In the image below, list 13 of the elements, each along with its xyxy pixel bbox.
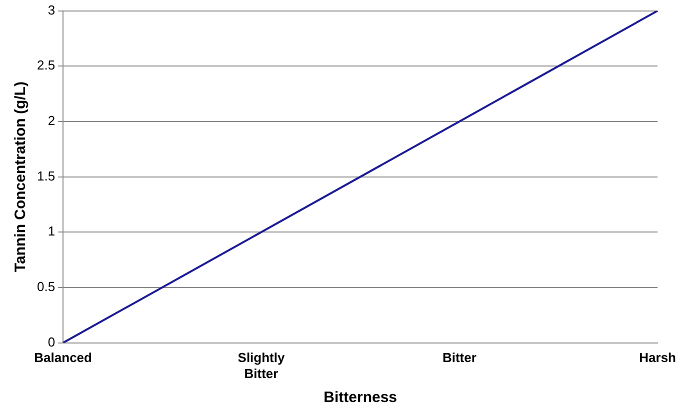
x-tick-label: Harsh [639, 350, 676, 366]
x-tick-label: Slightly Bitter [238, 350, 286, 381]
y-tick-label: 1.5 [36, 168, 56, 184]
y-tick-label: 0 [48, 334, 56, 350]
y-tick-label: 1 [48, 224, 56, 239]
y-axis-title: Tannin Concentration (g/L) [12, 82, 30, 272]
x-axis-title: Bitterness [324, 389, 398, 406]
x-tick-label: Balanced [34, 350, 92, 366]
x-tick-label: Bitter [442, 350, 476, 366]
y-tick-label: 2 [48, 113, 56, 128]
y-tick-label: 0.5 [36, 279, 56, 294]
y-tick-label: 3 [48, 2, 56, 18]
y-tick-label: 2.5 [36, 58, 56, 73]
